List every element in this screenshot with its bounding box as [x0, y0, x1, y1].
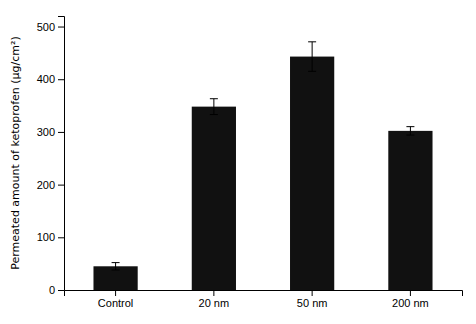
y-tick-mark: [58, 132, 64, 133]
y-tick-label: 200: [37, 179, 55, 191]
y-tick: 300: [37, 126, 64, 138]
y-tick-label: 400: [37, 73, 55, 85]
y-tick-label: 100: [37, 231, 55, 243]
error-bar-cap: [308, 71, 316, 72]
error-bar: [308, 42, 316, 72]
x-tick-label: Control: [98, 297, 133, 309]
error-bar: [210, 99, 218, 115]
error-bar-cap: [112, 262, 120, 263]
x-tick-mark: [410, 290, 411, 296]
x-tick: 200 nm: [392, 290, 429, 309]
plot-area: 0 100 200 300 400 500 Control 20 nm 50 nm 200 nm: [37, 17, 463, 309]
chart: 0 100 200 300 400 500 Control 20 nm 50 nm 200 nm P…: [0, 0, 476, 324]
error-bar-cap: [112, 269, 120, 270]
error-bar: [406, 127, 414, 135]
error-bar-cap: [406, 126, 414, 127]
x-tick-label: 20 nm: [199, 297, 230, 309]
y-axis-title: Permeated amount of ketoprofen (μg/cm²): [9, 36, 22, 270]
y-tick: 0: [49, 284, 64, 296]
error-bar-cap: [210, 98, 218, 99]
y-tick-mark: [58, 290, 64, 291]
y-tick-label: 300: [37, 126, 55, 138]
x-tick-mark: [115, 290, 116, 296]
y-tick-mark: [58, 237, 64, 238]
y-axis-line: [58, 17, 65, 291]
y-tick-mark: [58, 185, 64, 186]
y-tick-mark: [58, 79, 64, 80]
y-tick: 400: [37, 73, 64, 85]
bar: [93, 266, 137, 290]
marks: [93, 42, 432, 290]
bar: [290, 57, 334, 290]
bar: [388, 131, 432, 290]
y-tick-label: 0: [49, 284, 55, 296]
x-tick: Control: [98, 290, 133, 309]
y-tick: 100: [37, 231, 64, 243]
error-bar-cap: [406, 135, 414, 136]
x-tick-label: 200 nm: [392, 297, 429, 309]
x-tick-mark: [312, 290, 313, 296]
x-tick-label: 50 nm: [297, 297, 328, 309]
error-bar-cap: [210, 114, 218, 115]
error-bar: [112, 263, 120, 270]
y-tick: 500: [37, 21, 64, 33]
error-bar-stem: [312, 42, 313, 72]
x-axis-line: [65, 291, 463, 297]
error-bar-stem: [410, 127, 411, 135]
error-bar-stem: [115, 263, 116, 270]
bar: [192, 107, 236, 290]
x-axis: Control 20 nm 50 nm 200 nm: [65, 290, 463, 309]
y-tick-label: 500: [37, 21, 55, 33]
y-tick-mark: [58, 27, 64, 28]
error-bar-cap: [308, 41, 316, 42]
x-tick-mark: [213, 290, 214, 296]
x-tick: 50 nm: [297, 290, 328, 309]
y-tick: 200: [37, 179, 64, 191]
x-tick: 20 nm: [199, 290, 230, 309]
error-bar-stem: [213, 99, 214, 115]
y-axis: 0 100 200 300 400 500: [37, 17, 65, 297]
